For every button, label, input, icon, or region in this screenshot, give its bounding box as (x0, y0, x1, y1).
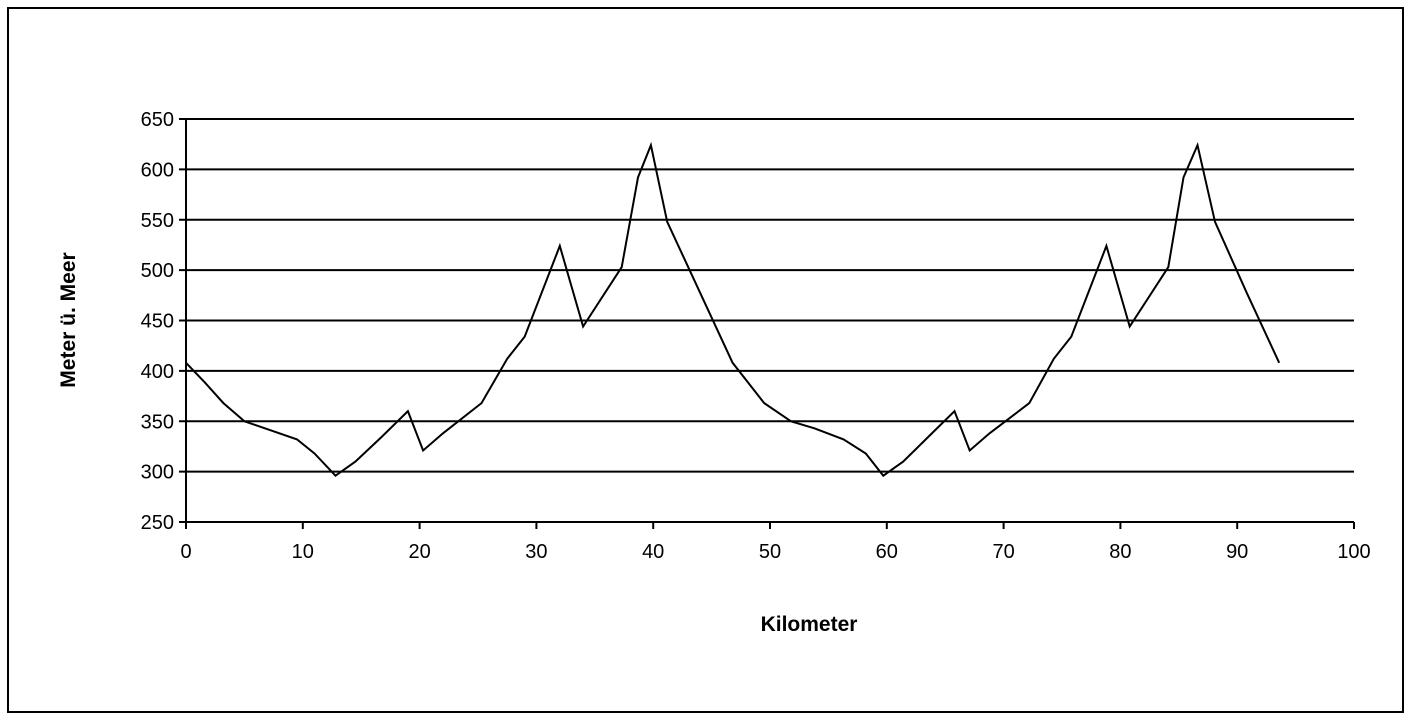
x-tick-label-70: 70 (992, 541, 1014, 563)
y-tick-label-250: 250 (141, 512, 174, 534)
x-tick-labels: 0 10 20 30 40 50 60 70 80 90 100 (180, 522, 1371, 563)
series (185, 141, 1281, 478)
chart-frame (7, 7, 1404, 713)
gridlines (186, 118, 1354, 473)
y-tick-label-600: 600 (141, 159, 174, 181)
x-tick-label-100: 100 (1337, 541, 1370, 563)
series-line-0 (185, 141, 1281, 478)
x-tick-label-50: 50 (759, 541, 781, 563)
y-tick-label-400: 400 (141, 361, 174, 383)
y-tick-label-650: 650 (141, 109, 174, 131)
x-tick-label-80: 80 (1109, 541, 1131, 563)
y-tick-label-550: 550 (141, 210, 174, 232)
y-tick-label-450: 450 (141, 311, 174, 333)
y-tick-labels: 250 300 350 400 450 500 550 600 650 (141, 109, 186, 534)
x-tick-label-10: 10 (292, 541, 314, 563)
x-tick-label-40: 40 (642, 541, 664, 563)
x-tick-label-0: 0 (180, 541, 191, 563)
y-tick-label-350: 350 (141, 411, 174, 433)
x-axis-title: Kilometer (761, 613, 858, 636)
x-tick-label-60: 60 (876, 541, 898, 563)
y-axis-title: Meter ü. Meer (57, 252, 80, 387)
x-tick-label-90: 90 (1226, 541, 1248, 563)
y-tick-label-500: 500 (141, 260, 174, 282)
x-tick-label-30: 30 (525, 541, 547, 563)
y-tick-label-300: 300 (141, 462, 174, 484)
x-tick-label-20: 20 (408, 541, 430, 563)
